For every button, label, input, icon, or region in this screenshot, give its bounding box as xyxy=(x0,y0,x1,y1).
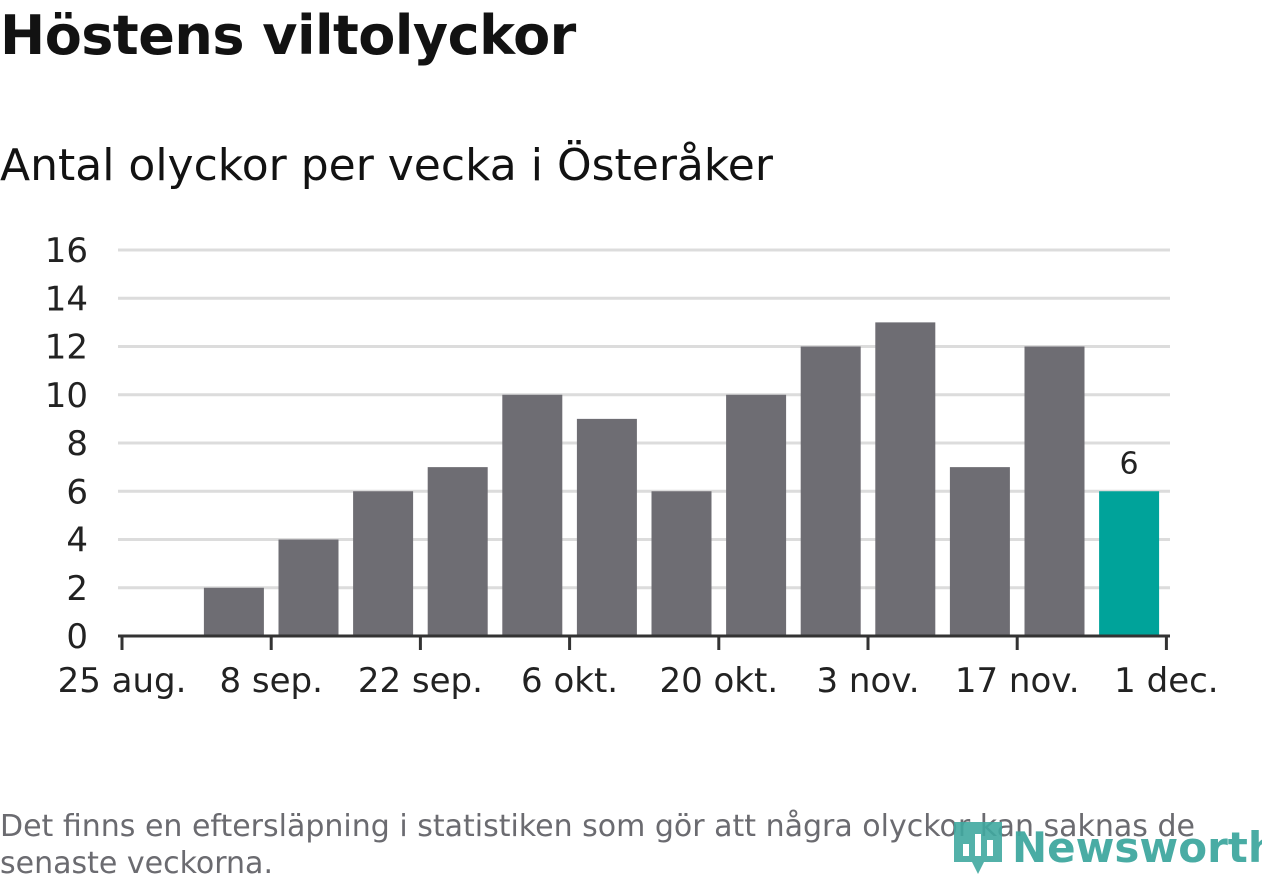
bar xyxy=(353,491,414,636)
chart-title: Höstens viltolyckor xyxy=(0,4,576,67)
bar-chart: 0 2 4 6 8 10 12 14 16 6 25 aug. 8 sep. 22 sep. 6 ok… xyxy=(45,231,1219,701)
newsworthy-logo-icon xyxy=(954,822,1002,874)
y-tick-label: 4 xyxy=(66,521,88,561)
bar xyxy=(875,322,936,636)
bar xyxy=(278,539,339,636)
bars: 6 xyxy=(203,322,1160,636)
bar xyxy=(726,394,787,636)
bar-value-label: 6 xyxy=(1120,446,1139,481)
x-axis xyxy=(118,634,1170,650)
bar xyxy=(427,467,488,636)
grid-lines xyxy=(118,248,1170,590)
bar xyxy=(502,394,563,636)
x-tick-label: 8 sep. xyxy=(219,661,322,701)
newsworthy-logo: Newsworthy xyxy=(950,818,1262,876)
y-tick-label: 16 xyxy=(45,231,88,271)
bar xyxy=(651,491,712,636)
x-tick-label: 1 dec. xyxy=(1114,661,1218,701)
x-tick-label: 3 nov. xyxy=(816,661,919,701)
y-tick-label: 6 xyxy=(66,472,88,512)
y-tick-label: 0 xyxy=(66,617,88,657)
bar xyxy=(800,346,861,636)
highlighted-bar xyxy=(1099,491,1160,636)
y-tick-label: 12 xyxy=(45,328,88,368)
x-tick-label: 6 okt. xyxy=(521,661,618,701)
x-tick-label: 20 okt. xyxy=(659,661,778,701)
y-tick-label: 8 xyxy=(66,424,88,464)
y-tick-label: 10 xyxy=(45,376,88,416)
x-axis-labels: 25 aug. 8 sep. 22 sep. 6 okt. 20 okt. 3 nov. 1… xyxy=(58,661,1219,701)
bar xyxy=(576,418,637,636)
y-tick-label: 14 xyxy=(45,279,88,319)
x-tick-label: 17 nov. xyxy=(955,661,1080,701)
bar xyxy=(203,587,264,636)
x-tick-label: 25 aug. xyxy=(58,661,187,701)
y-tick-label: 2 xyxy=(66,569,88,609)
bar xyxy=(1024,346,1085,636)
x-tick-label: 22 sep. xyxy=(358,661,483,701)
y-axis-labels: 0 2 4 6 8 10 12 14 16 xyxy=(45,231,88,657)
bar xyxy=(949,467,1010,636)
chart-subtitle: Antal olyckor per vecka i Österåker xyxy=(0,140,773,191)
logo-text: Newsworthy xyxy=(1012,822,1262,872)
